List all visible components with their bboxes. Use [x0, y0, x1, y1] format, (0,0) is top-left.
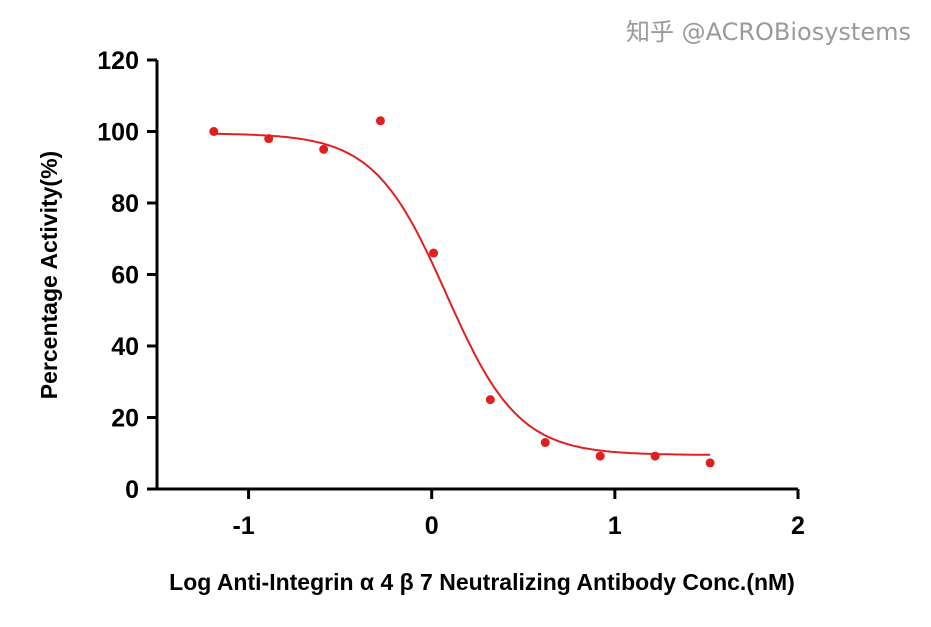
- data-point: [429, 248, 439, 258]
- data-point: [264, 134, 274, 144]
- y-axis-label: Percentage Activity(%): [36, 151, 62, 399]
- y-tick-label: 120: [97, 47, 139, 75]
- y-tick-label: 100: [97, 119, 139, 147]
- y-tick-label: 60: [111, 262, 139, 290]
- x-tick-label: 0: [425, 512, 439, 540]
- data-point: [650, 451, 660, 461]
- data-point: [375, 116, 385, 126]
- data-point: [209, 127, 219, 136]
- y-tick-label: 40: [111, 333, 139, 361]
- x-axis-label: Log Anti-Integrin α 4 β 7 Neutralizing A…: [169, 569, 795, 595]
- y-tick-label: 80: [111, 190, 139, 218]
- x-tick-label: 1: [608, 512, 622, 540]
- data-point: [595, 451, 605, 461]
- y-tick-label: 20: [111, 405, 139, 433]
- data-point: [705, 458, 715, 468]
- x-tick-label: 2: [791, 512, 805, 540]
- watermark: 知乎 @ACROBiosystems: [625, 18, 911, 46]
- data-point: [540, 438, 550, 448]
- fit-curve: [213, 132, 711, 456]
- data-point: [319, 144, 329, 154]
- y-tick-label: 0: [125, 476, 139, 504]
- x-tick-label: -1: [232, 512, 254, 540]
- data-point: [485, 395, 495, 405]
